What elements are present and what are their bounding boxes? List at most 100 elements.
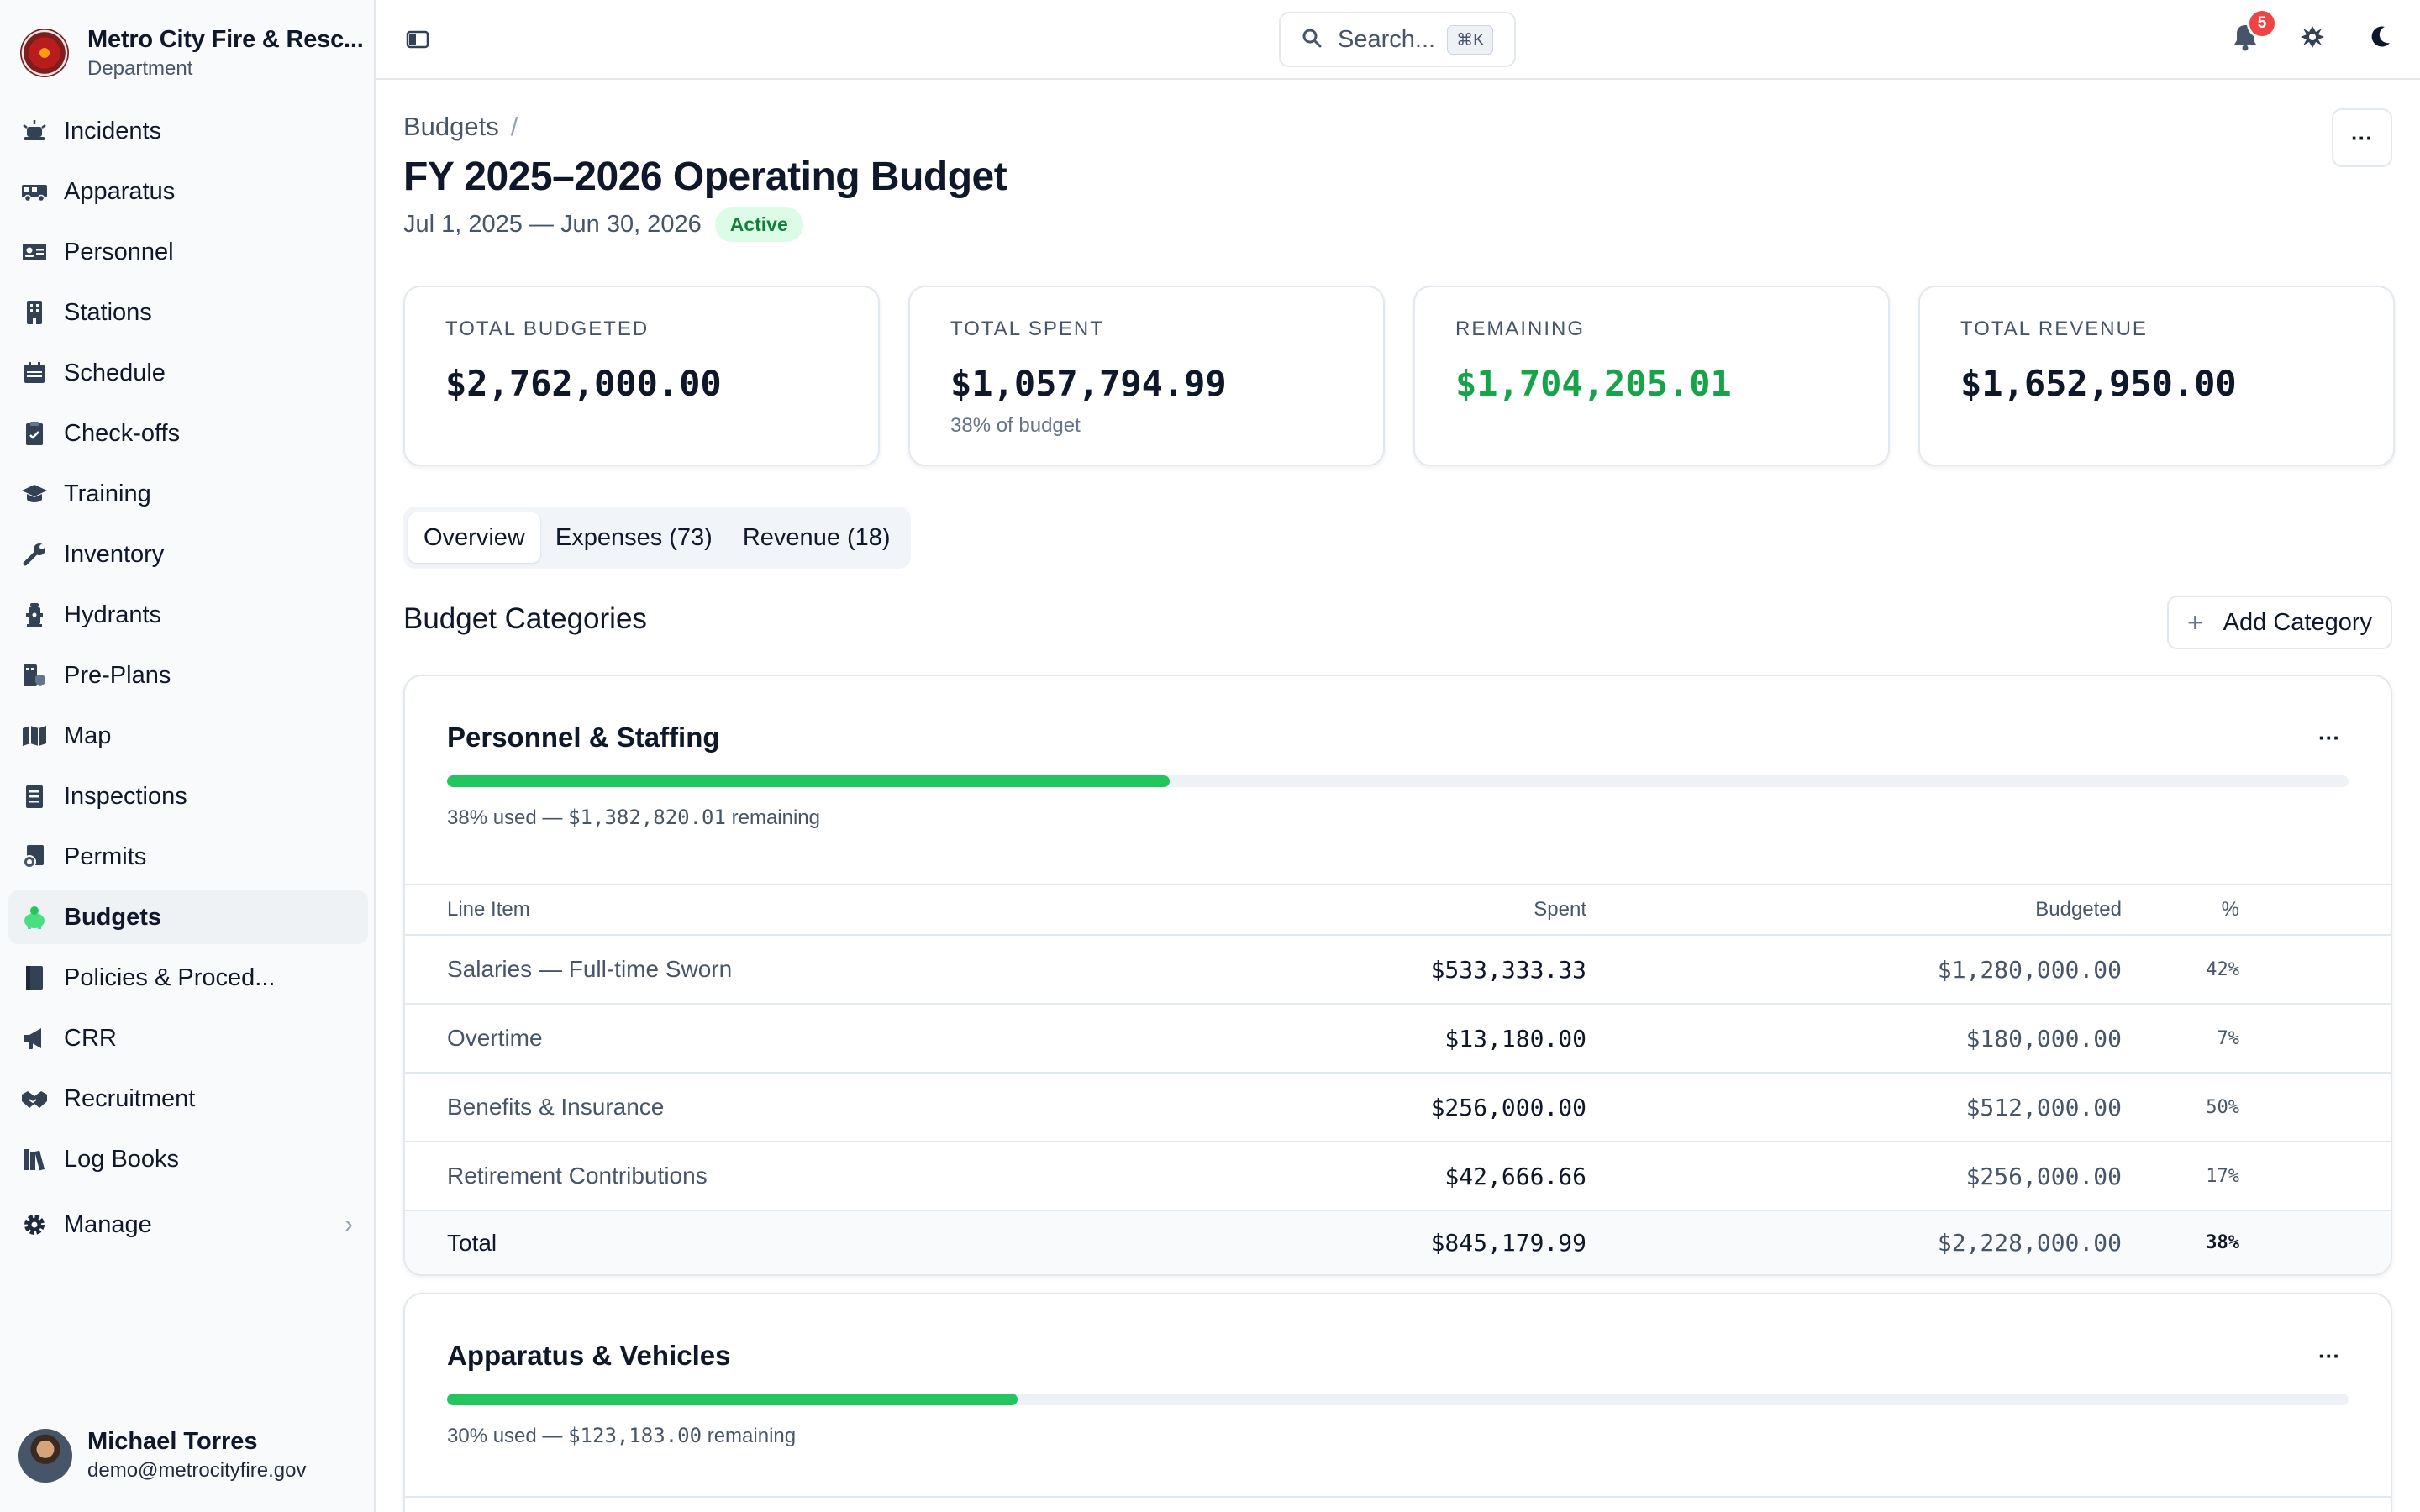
search-input[interactable]: Search... ⌘K bbox=[1279, 12, 1516, 67]
sidebar-item-incidents[interactable]: Incidents bbox=[8, 104, 368, 158]
column-header-budgeted[interactable]: Budgeted bbox=[1586, 884, 2122, 936]
line-item-budgeted: $1,280,000.00 bbox=[1586, 935, 2122, 1005]
sidebar-item-hydrants[interactable]: Hydrants bbox=[8, 588, 368, 642]
sidebar-item-label: Schedule bbox=[64, 359, 166, 386]
sidebar-item-label: Pre-Plans bbox=[64, 661, 171, 689]
fire-cross-icon bbox=[2300, 24, 2325, 54]
sidebar-item-label: CRR bbox=[64, 1024, 117, 1052]
sidebar-item-permits[interactable]: Permits bbox=[8, 830, 368, 884]
handshake-icon bbox=[20, 1084, 49, 1113]
sidebar-item-pre-plans[interactable]: Pre-Plans bbox=[8, 648, 368, 702]
sidebar-item-inspections[interactable]: Inspections bbox=[8, 769, 368, 823]
table-row[interactable]: Benefits & Insurance $256,000.00 $512,00… bbox=[405, 1073, 2391, 1142]
org-header[interactable]: Metro City Fire & Resc... Department bbox=[20, 24, 364, 82]
sidebar-item-label: Incidents bbox=[64, 117, 162, 144]
megaphone-icon bbox=[20, 1024, 49, 1053]
summary-stats: TOTAL BUDGETED $2,762,000.00 TOTAL SPENT… bbox=[403, 286, 2395, 466]
column-header-line-item[interactable]: Line Item bbox=[405, 884, 1318, 936]
sidebar-item-map[interactable]: Map bbox=[8, 709, 368, 763]
line-item-spent: $42,666.66 bbox=[1318, 1142, 1586, 1211]
user-email: demo@metrocityfire.gov bbox=[87, 1459, 307, 1482]
stat-card-total-spent: TOTAL SPENT $1,057,794.99 38% of budget bbox=[908, 286, 1385, 466]
category-more-button[interactable]: ··· bbox=[2318, 1343, 2340, 1369]
line-item-percent: 42% bbox=[2122, 935, 2391, 1005]
sidebar-item-label: Apparatus bbox=[64, 177, 176, 205]
notifications-button[interactable]: 5 bbox=[2230, 8, 2277, 57]
stat-value: $1,704,205.01 bbox=[1455, 363, 1732, 404]
line-item-name: Benefits & Insurance bbox=[405, 1073, 1318, 1142]
sidebar-item-label: Budgets bbox=[64, 903, 161, 931]
book-icon bbox=[20, 963, 49, 992]
building-icon bbox=[20, 298, 49, 327]
table-row[interactable]: Overtime $13,180.00 $180,000.00 7% bbox=[405, 1004, 2391, 1074]
sidebar-item-label: Personnel bbox=[64, 238, 174, 265]
table-row[interactable]: Retirement Contributions $42,666.66 $256… bbox=[405, 1142, 2391, 1211]
add-category-button[interactable]: + Add Category bbox=[2166, 596, 2392, 649]
sidebar-item-check-offs[interactable]: Check-offs bbox=[8, 407, 368, 460]
tab-revenue[interactable]: Revenue (18) bbox=[742, 523, 891, 551]
sidebar-item-policies[interactable]: Policies & Proced... bbox=[8, 951, 368, 1005]
add-category-label: Add Category bbox=[2223, 608, 2372, 636]
total-spent: $845,179.99 bbox=[1318, 1210, 1586, 1274]
top-bar: Search... ⌘K 5 bbox=[376, 0, 2420, 80]
table-row[interactable]: Salaries — Full-time Sworn $533,333.33 $… bbox=[405, 935, 2391, 1005]
sidebar-item-budgets[interactable]: Budgets bbox=[8, 890, 368, 944]
stat-note: 38% of budget bbox=[950, 414, 1081, 437]
plus-icon: + bbox=[2186, 606, 2203, 638]
page-more-actions-button[interactable]: ··· bbox=[2332, 108, 2392, 167]
ellipsis-icon: ··· bbox=[2318, 1343, 2340, 1368]
stat-value: $2,762,000.00 bbox=[445, 363, 722, 404]
tab-overview[interactable]: Overview bbox=[408, 512, 540, 563]
sidebar-item-personnel[interactable]: Personnel bbox=[8, 225, 368, 279]
main-content: Budgets / ··· FY 2025–2026 Operating Budg… bbox=[376, 80, 2420, 1512]
theme-toggle-button[interactable] bbox=[2365, 20, 2395, 57]
stat-value: $1,057,794.99 bbox=[950, 363, 1227, 404]
sidebar-toggle-icon[interactable] bbox=[406, 28, 429, 51]
section-title: Budget Categories bbox=[403, 602, 647, 635]
search-placeholder: Search... bbox=[1338, 25, 1436, 53]
tab-bar: Overview Expenses (73) Revenue (18) bbox=[403, 507, 911, 569]
sidebar-item-training[interactable]: Training bbox=[8, 467, 368, 521]
line-items-table: Line Item Spent Budgeted % Salaries — Fu… bbox=[405, 884, 2391, 1274]
sidebar-item-apparatus[interactable]: Apparatus bbox=[8, 165, 368, 218]
line-item-name: Salaries — Full-time Sworn bbox=[405, 935, 1318, 1005]
budget-progress-fill bbox=[447, 1394, 1018, 1405]
notification-count-badge: 5 bbox=[2247, 8, 2277, 39]
stat-card-total-revenue: TOTAL REVENUE $1,652,950.00 bbox=[1918, 286, 2395, 466]
tab-expenses[interactable]: Expenses (73) bbox=[555, 523, 713, 551]
certificate-icon bbox=[20, 843, 49, 871]
category-more-button[interactable]: ··· bbox=[2318, 725, 2340, 751]
sidebar-item-schedule[interactable]: Schedule bbox=[8, 346, 368, 400]
sidebar-nav: Incidents Apparatus Personnel Stations S… bbox=[8, 104, 368, 1258]
divider bbox=[405, 1496, 2391, 1498]
column-header-spent[interactable]: Spent bbox=[1318, 884, 1586, 936]
user-name: Michael Torres bbox=[87, 1428, 258, 1455]
sidebar-item-label: Inspections bbox=[64, 782, 187, 810]
budget-progress-fill bbox=[447, 775, 1170, 787]
gear-icon bbox=[20, 1210, 49, 1239]
map-icon bbox=[20, 722, 49, 750]
remaining-amount: $1,382,820.01 bbox=[568, 806, 726, 829]
sidebar-item-label: Recruitment bbox=[64, 1084, 196, 1112]
column-header-percent[interactable]: % bbox=[2122, 884, 2391, 936]
line-item-percent: 17% bbox=[2122, 1142, 2391, 1211]
search-icon bbox=[1301, 27, 1323, 53]
sidebar-item-crr[interactable]: CRR bbox=[8, 1011, 368, 1065]
fire-emblem-button[interactable] bbox=[2297, 20, 2328, 57]
breadcrumb-link-budgets[interactable]: Budgets bbox=[403, 112, 499, 141]
graduation-cap-icon bbox=[20, 480, 49, 508]
budget-progress-bar bbox=[447, 1394, 2349, 1405]
total-label: Total bbox=[405, 1210, 1318, 1274]
stat-card-remaining: REMAINING $1,704,205.01 bbox=[1413, 286, 1890, 466]
sidebar-item-recruitment[interactable]: Recruitment bbox=[8, 1072, 368, 1126]
sidebar-item-inventory[interactable]: Inventory bbox=[8, 528, 368, 581]
sidebar-item-log-books[interactable]: Log Books bbox=[8, 1132, 368, 1186]
line-item-percent: 7% bbox=[2122, 1004, 2391, 1074]
status-badge: Active bbox=[714, 207, 803, 242]
user-profile[interactable]: Michael Torres demo@metrocityfire.gov bbox=[18, 1428, 306, 1483]
line-item-budgeted: $512,000.00 bbox=[1586, 1073, 2122, 1142]
sidebar-item-label: Stations bbox=[64, 298, 152, 326]
sidebar-item-stations[interactable]: Stations bbox=[8, 286, 368, 339]
sidebar-item-manage[interactable]: Manage › bbox=[8, 1198, 368, 1252]
sidebar-item-label: Check-offs bbox=[64, 419, 181, 447]
